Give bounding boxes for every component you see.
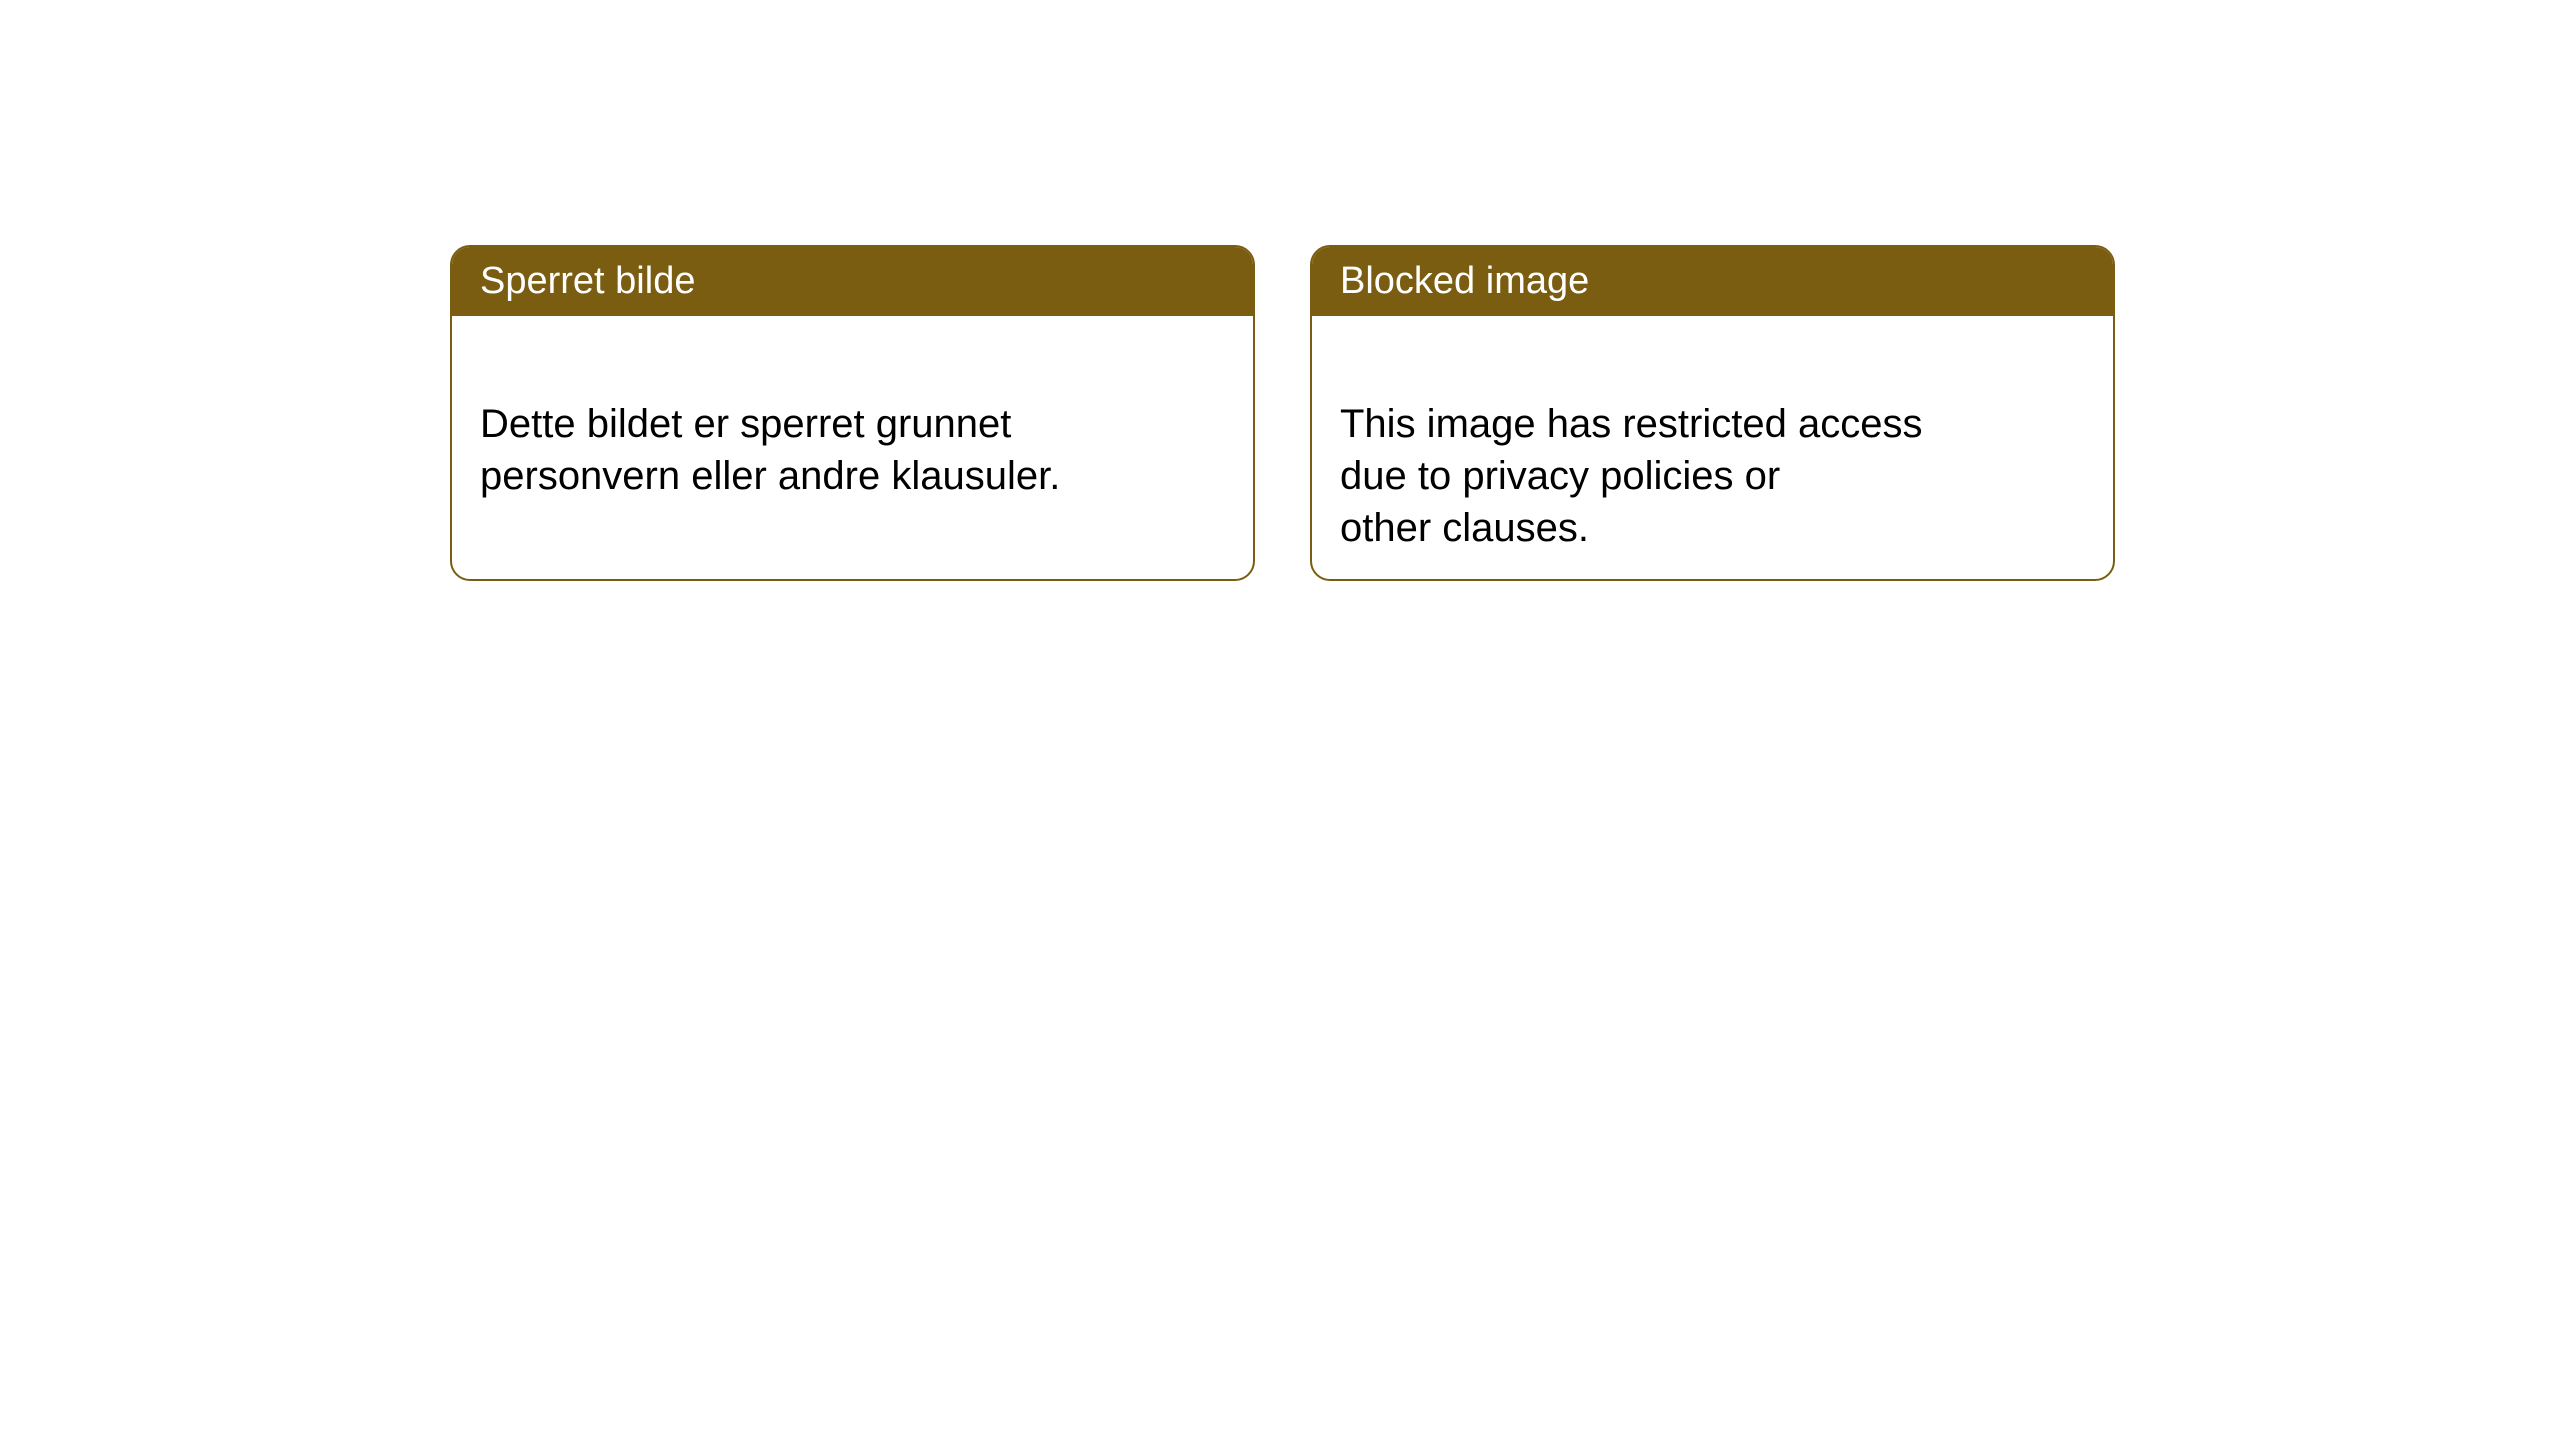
blocked-image-card-en: Blocked image This image has restricted … [1310,245,2115,581]
card-body: Dette bildet er sperret grunnet personve… [452,316,1253,532]
card-title: Sperret bilde [480,260,695,302]
blocked-image-card-no: Sperret bilde Dette bildet er sperret gr… [450,245,1255,581]
cards-container: Sperret bilde Dette bildet er sperret gr… [0,0,2560,581]
card-body: This image has restricted access due to … [1312,316,2113,581]
card-body-text: Dette bildet er sperret grunnet personve… [480,402,1060,498]
card-title: Blocked image [1340,260,1589,302]
card-body-text: This image has restricted access due to … [1340,402,1922,550]
card-header: Sperret bilde [452,247,1253,316]
card-header: Blocked image [1312,247,2113,316]
